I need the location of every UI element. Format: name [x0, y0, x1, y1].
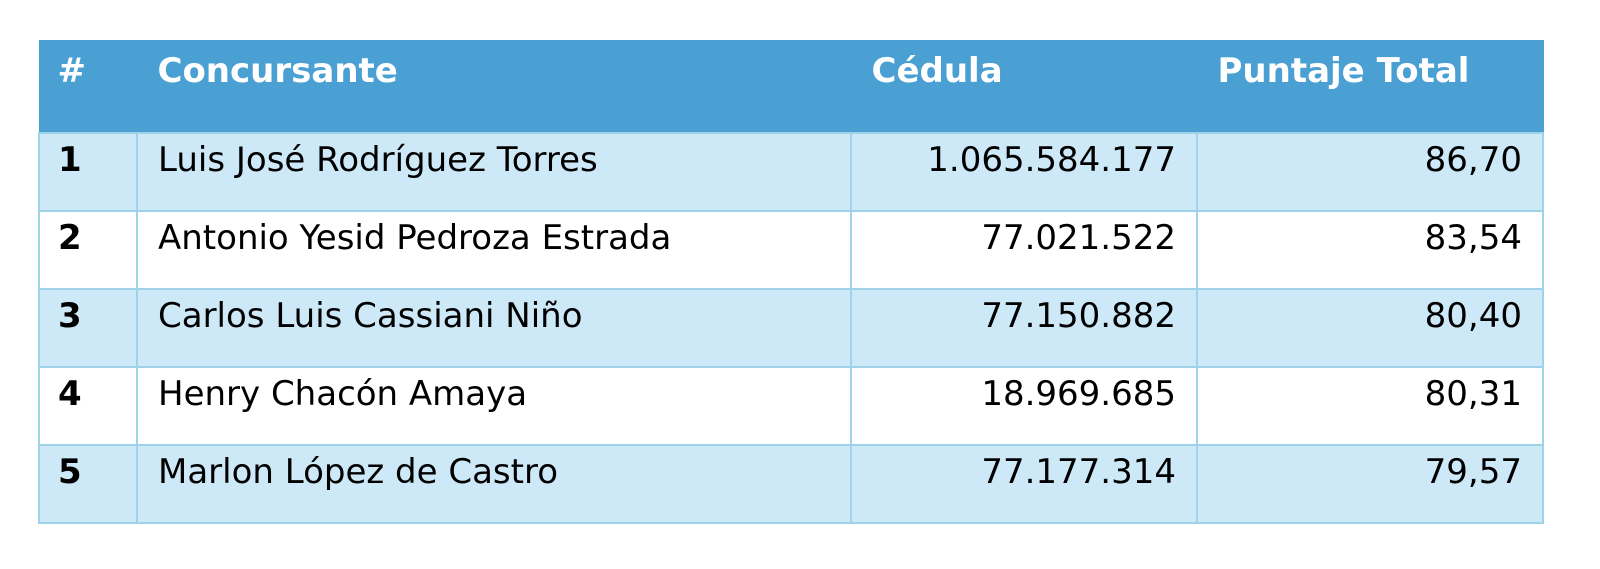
row-contestant: Carlos Luis Cassiani Niño — [136, 287, 852, 368]
row-number: 1 — [38, 131, 138, 212]
row-id: 77.021.522 — [850, 209, 1198, 290]
row-number: 3 — [38, 287, 138, 368]
row-id: 1.065.584.177 — [850, 131, 1198, 212]
row-total: 80,40 — [1196, 287, 1544, 368]
row-id: 18.969.685 — [850, 365, 1198, 446]
row-total: 83,54 — [1196, 209, 1544, 290]
table-body: 1 Luis José Rodríguez Torres 1.065.584.1… — [38, 131, 1544, 524]
row-contestant: Henry Chacón Amaya — [136, 365, 852, 446]
table-row: 5 Marlon López de Castro 77.177.314 79,5… — [38, 443, 1544, 524]
row-total: 79,57 — [1196, 443, 1544, 524]
cropped-title-remnant — [0, 0, 1600, 6]
header-id: Cédula — [850, 40, 1198, 133]
row-contestant: Luis José Rodríguez Torres — [136, 131, 852, 212]
row-number: 2 — [38, 209, 138, 290]
table-row: 4 Henry Chacón Amaya 18.969.685 80,31 — [38, 365, 1544, 446]
table-header: # Concursante Cédula Puntaje Total — [38, 40, 1544, 133]
header-number: # — [38, 40, 138, 133]
header-total: Puntaje Total — [1196, 40, 1544, 133]
row-total: 80,31 — [1196, 365, 1544, 446]
table-row: 2 Antonio Yesid Pedroza Estrada 77.021.5… — [38, 209, 1544, 290]
table-row: 1 Luis José Rodríguez Torres 1.065.584.1… — [38, 131, 1544, 212]
header-row: # Concursante Cédula Puntaje Total — [38, 40, 1544, 133]
row-total: 86,70 — [1196, 131, 1544, 212]
results-table: # Concursante Cédula Puntaje Total 1 Lui… — [38, 40, 1544, 524]
header-contestant: Concursante — [136, 40, 852, 133]
row-contestant: Marlon López de Castro — [136, 443, 852, 524]
row-number: 5 — [38, 443, 138, 524]
row-contestant: Antonio Yesid Pedroza Estrada — [136, 209, 852, 290]
row-id: 77.150.882 — [850, 287, 1198, 368]
row-id: 77.177.314 — [850, 443, 1198, 524]
table-row: 3 Carlos Luis Cassiani Niño 77.150.882 8… — [38, 287, 1544, 368]
row-number: 4 — [38, 365, 138, 446]
